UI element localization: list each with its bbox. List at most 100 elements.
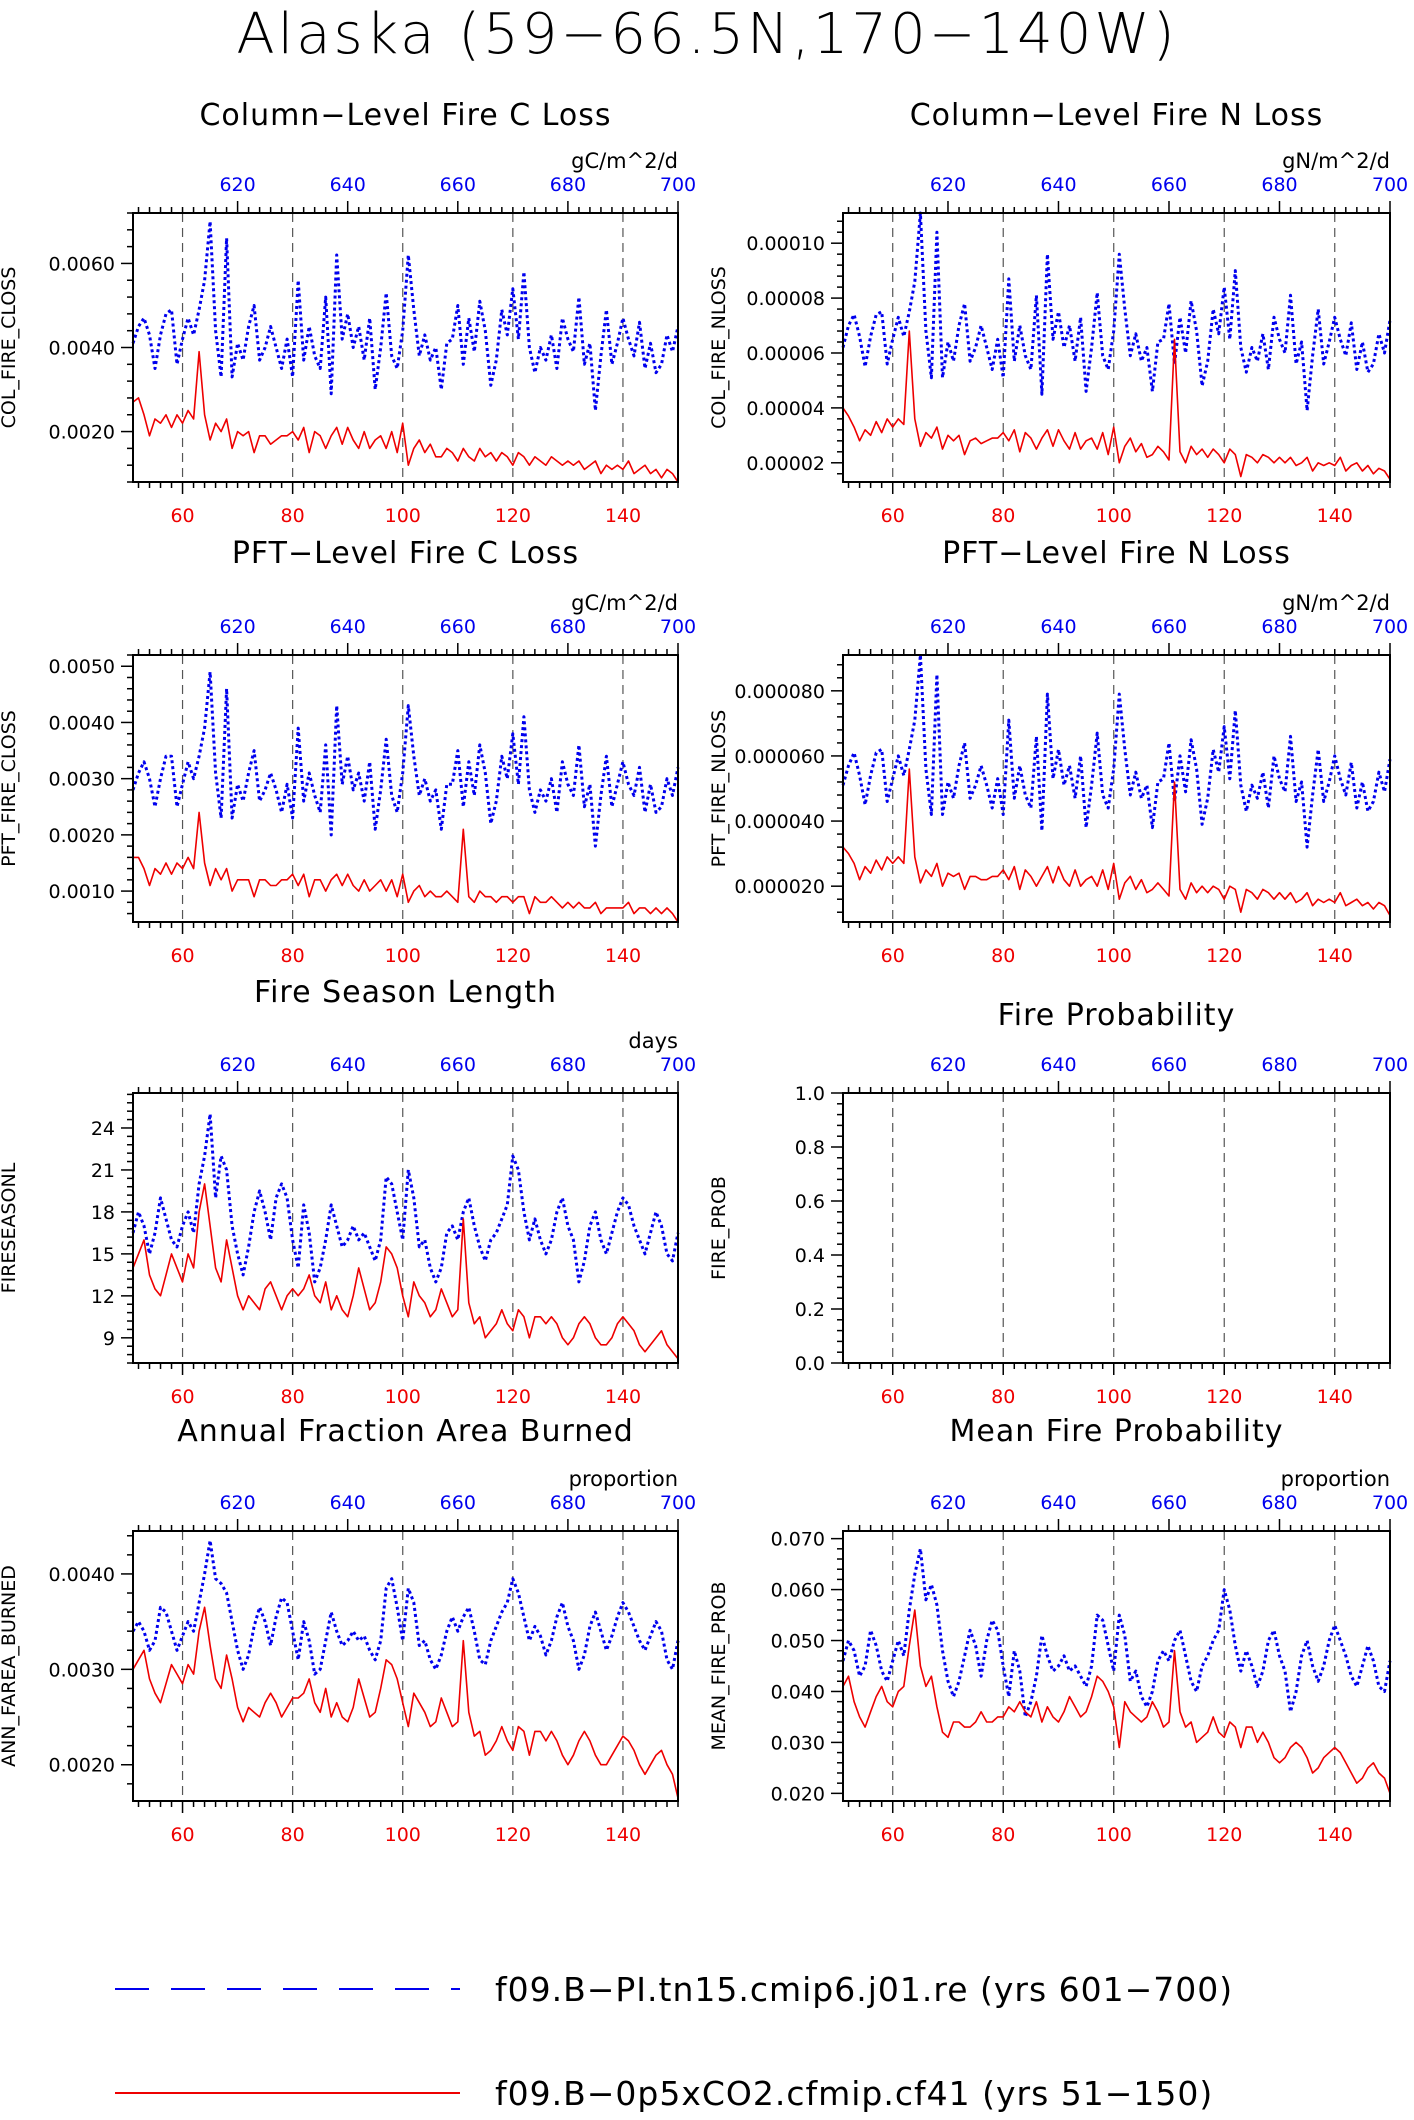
x-tick-label: 60 [170, 1386, 194, 1408]
y-tick-label: 0.060 [771, 1580, 825, 1602]
x-tick-label: 100 [1096, 505, 1132, 527]
x-tick-label: 120 [495, 1386, 531, 1408]
unit-label: gC/m^2/d [571, 591, 678, 615]
x-tick-label: 140 [605, 1824, 641, 1846]
chart-panel: Fire Season Length days 60 80 100 120 140 620 64… [0, 975, 696, 1408]
x-tick-label: 120 [495, 945, 531, 967]
y-tick-label: 0.020 [771, 1783, 825, 1805]
x-tick-label: 80 [281, 1824, 305, 1846]
y-tick-label: 24 [91, 1118, 115, 1140]
series-line-experiment [842, 768, 1391, 916]
x2-tick-label: 660 [1151, 1492, 1187, 1514]
x-tick-label: 60 [170, 945, 194, 967]
plot-frame [842, 1530, 1391, 1802]
y-tick-label: 9 [103, 1328, 115, 1350]
y-tick-label: 0.0040 [49, 1564, 115, 1586]
y-tick-label: 0.0060 [49, 253, 115, 275]
x2-tick-label: 640 [1040, 1054, 1076, 1076]
x2-tick-label: 620 [930, 1492, 966, 1514]
x2-tick-label: 700 [660, 1054, 696, 1076]
unit-label: gN/m^2/d [1282, 591, 1390, 615]
x-tick-label: 60 [170, 505, 194, 527]
unit-label: gC/m^2/d [571, 149, 678, 173]
x2-tick-label: 620 [930, 616, 966, 638]
x-tick-label: 140 [605, 1386, 641, 1408]
y-tick-label: 0.6 [795, 1191, 825, 1213]
y-tick-label: 0.000060 [734, 746, 825, 768]
y-tick-label: 0.0010 [49, 881, 115, 903]
x2-tick-label: 660 [1151, 174, 1187, 196]
y-tick-label: 0.00002 [746, 453, 825, 475]
x-tick-label: 60 [881, 945, 905, 967]
series-line-experiment [842, 330, 1391, 480]
x2-tick-label: 620 [219, 174, 255, 196]
y-tick-label: 0.4 [795, 1245, 825, 1267]
chart-title: Mean Fire Probability [950, 1414, 1284, 1449]
y-tick-label: 0.000020 [734, 876, 825, 898]
plot-frame [842, 1092, 1391, 1364]
y-tick-label: 0.00008 [746, 288, 825, 310]
series-line-control [841, 653, 1392, 849]
x2-tick-label: 680 [550, 1492, 586, 1514]
y-tick-label: 0.0030 [49, 1659, 115, 1681]
y-tick-label: 0.0030 [49, 769, 115, 791]
y-tick-label: 12 [91, 1286, 115, 1308]
y-tick-label: 0.0 [795, 1353, 825, 1375]
x-tick-label: 80 [991, 505, 1015, 527]
chart-panel: Annual Fraction Area Burned proportion 60 8… [0, 1414, 696, 1846]
y-tick-label: 0.0020 [49, 1755, 115, 1777]
y-tick-label: 0.040 [771, 1681, 825, 1703]
x2-tick-label: 620 [930, 174, 966, 196]
series-line-experiment [132, 350, 679, 483]
series-line-control [841, 211, 1392, 413]
y-tick-label: 0.2 [795, 1299, 825, 1321]
y-tick-label: 0.00010 [746, 233, 825, 255]
y-axis-label: FIRE_PROB [708, 1176, 730, 1280]
unit-label: days [628, 1029, 678, 1053]
y-tick-label: 0.000080 [734, 681, 825, 703]
plot-frame [132, 1530, 679, 1802]
x2-tick-label: 700 [1372, 1054, 1408, 1076]
chart-title: Fire Season Length [254, 975, 557, 1010]
chart-panel: PFT−Level Fire N Loss gN/m^2/d 60 80 100 120 1… [708, 536, 1408, 967]
x-tick-label: 120 [495, 1824, 531, 1846]
x2-tick-label: 660 [440, 616, 476, 638]
x-tick-label: 80 [281, 945, 305, 967]
x-tick-label: 100 [385, 1386, 421, 1408]
x2-tick-label: 700 [660, 174, 696, 196]
charts-area: Column−Level Fire C Loss gC/m^2/d 60 80 100 1… [0, 98, 1408, 1846]
x2-tick-label: 640 [330, 174, 366, 196]
chart-title: PFT−Level Fire N Loss [942, 536, 1291, 571]
x2-tick-label: 620 [930, 1054, 966, 1076]
x2-tick-label: 660 [1151, 616, 1187, 638]
x-tick-label: 80 [991, 1824, 1015, 1846]
x-tick-label: 120 [1206, 1824, 1242, 1846]
x-tick-label: 100 [385, 945, 421, 967]
series-line-control [131, 1539, 680, 1676]
y-tick-label: 21 [91, 1160, 115, 1182]
x2-tick-label: 680 [550, 174, 586, 196]
x-tick-label: 80 [281, 1386, 305, 1408]
y-axis-label: PFT_FIRE_CLOSS [0, 710, 20, 867]
x-tick-label: 100 [1096, 1386, 1132, 1408]
chart-title: Column−Level Fire C Loss [199, 98, 611, 133]
chart-panel: PFT−Level Fire C Loss gC/m^2/d 60 80 100 120 1… [0, 536, 696, 967]
x-tick-label: 120 [1206, 945, 1242, 967]
y-tick-label: 0.000040 [734, 811, 825, 833]
y-tick-label: 0.0050 [49, 656, 115, 678]
x-tick-label: 60 [881, 505, 905, 527]
chart-title: Fire Probability [998, 998, 1236, 1033]
x2-tick-label: 620 [219, 1492, 255, 1514]
y-tick-label: 0.00006 [746, 343, 825, 365]
series-line-experiment [132, 1606, 679, 1799]
x2-tick-label: 680 [550, 1054, 586, 1076]
x-tick-label: 120 [1206, 505, 1242, 527]
chart-panel: Fire Probability 60 80 100 120 140 620 640 660 68… [708, 998, 1408, 1408]
x2-tick-label: 680 [1261, 1054, 1297, 1076]
x-tick-label: 100 [385, 1824, 421, 1846]
series-line-experiment [842, 1609, 1391, 1794]
y-axis-label: ANN_FAREA_BURNED [0, 1565, 20, 1767]
series-line-experiment [133, 811, 679, 923]
x-tick-label: 120 [1206, 1386, 1242, 1408]
x-tick-label: 80 [281, 505, 305, 527]
